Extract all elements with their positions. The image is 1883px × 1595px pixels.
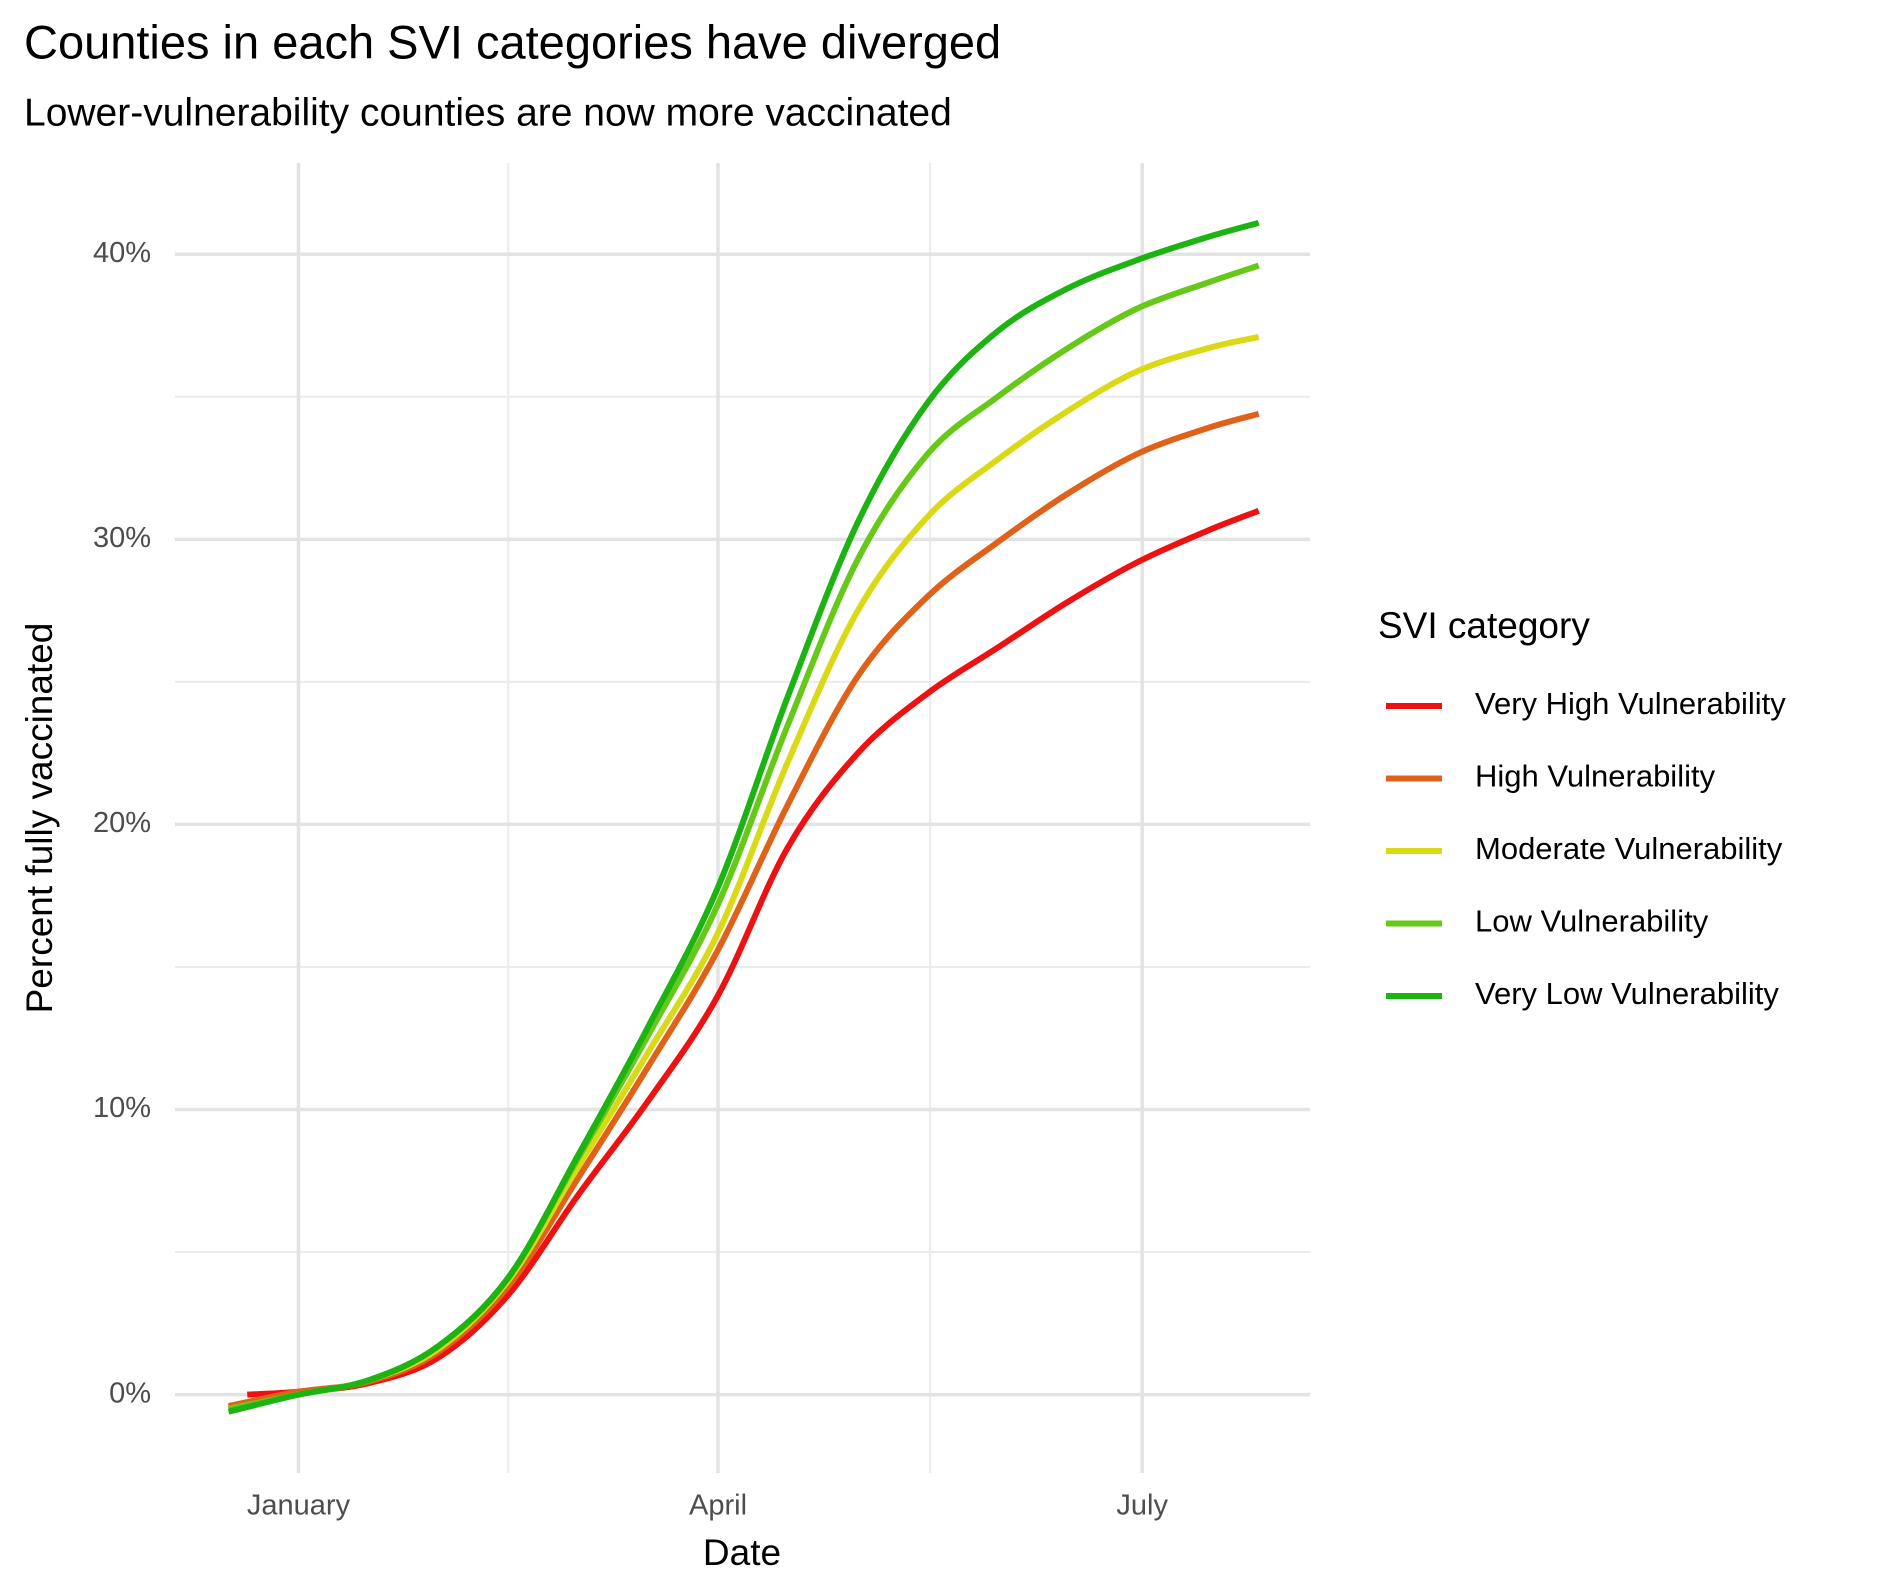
x-tick-label: July (1116, 1490, 1168, 1522)
x-tick-label: April (689, 1490, 747, 1522)
chart-subtitle: Lower-vulnerability counties are now mor… (24, 91, 952, 134)
chart-title: Counties in each SVI categories have div… (24, 15, 1001, 68)
y-tick-label: 10% (93, 1092, 151, 1124)
y-tick-label: 0% (109, 1377, 151, 1409)
y-tick-label: 20% (93, 807, 151, 839)
legend-label: Moderate Vulnerability (1475, 831, 1783, 866)
y-axis-title: Percent fully vaccinated (19, 623, 60, 1014)
legend-label: Low Vulnerability (1475, 904, 1709, 939)
legend-label: Very Low Vulnerability (1475, 976, 1779, 1011)
series-line (227, 219, 1260, 1415)
series-line (247, 508, 1260, 1398)
legend-label: Very High Vulnerability (1475, 686, 1786, 721)
x-tick-label: January (247, 1490, 351, 1522)
series-line (228, 410, 1260, 1409)
y-tick-label: 30% (93, 522, 151, 554)
legend-title: SVI category (1378, 605, 1590, 646)
legend-label: High Vulnerability (1475, 759, 1716, 794)
series-line (228, 333, 1260, 1412)
y-tick-label: 40% (93, 237, 151, 269)
series-line (228, 262, 1260, 1412)
x-axis-title: Date (703, 1532, 781, 1573)
